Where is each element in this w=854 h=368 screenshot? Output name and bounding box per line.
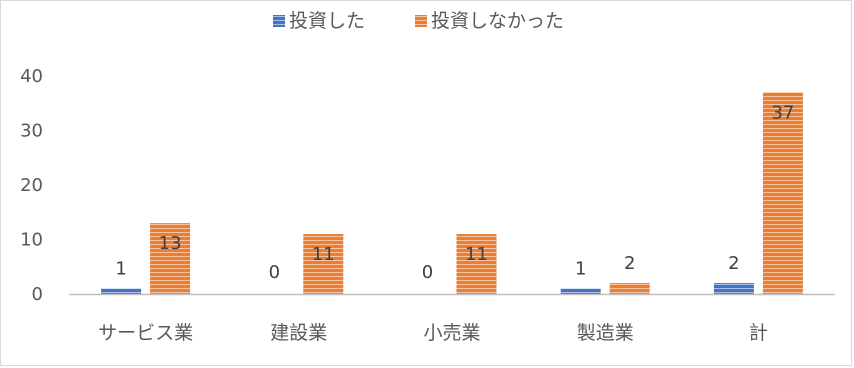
bar-1-2 [456,234,497,294]
y-tick-label: 20 [20,175,43,196]
bar-1-4 [762,92,803,294]
data-label: 2 [728,253,739,274]
y-tick-label: 40 [20,66,43,87]
data-label: 11 [312,244,335,265]
data-label: 1 [115,259,126,280]
y-axis: 0 10 20 30 40 [20,66,43,305]
bars [101,92,803,294]
bar-0-4 [713,283,754,294]
legend: 投資した 投資しなかった [273,10,564,32]
data-label: 13 [159,233,182,254]
x-category-label: 建設業 [270,322,327,344]
data-label: 1 [575,259,586,280]
x-axis: サービス業 建設業 小売業 製造業 計 [69,293,835,344]
data-label: 37 [771,102,794,123]
x-category-label: 小売業 [423,322,480,344]
bar-1-1 [303,234,344,294]
bar-0-3 [560,288,601,294]
y-tick-label: 10 [20,230,43,251]
data-label: 0 [422,262,433,283]
x-category-label: 製造業 [577,322,634,344]
bar-0-0 [101,288,142,294]
data-label: 2 [624,253,635,274]
x-category-label: 計 [749,322,768,344]
legend-swatch-0 [273,15,285,27]
legend-label-0: 投資した [289,10,365,32]
bar-1-3 [609,283,650,294]
y-tick-label: 30 [20,121,43,142]
y-tick-label: 0 [32,284,43,305]
data-label: 11 [465,244,488,265]
data-label: 0 [269,262,280,283]
x-category-label: サービス業 [98,322,193,344]
legend-swatch-1 [415,15,427,27]
legend-label-1: 投資しなかった [431,10,564,32]
bar-1-0 [150,223,191,294]
